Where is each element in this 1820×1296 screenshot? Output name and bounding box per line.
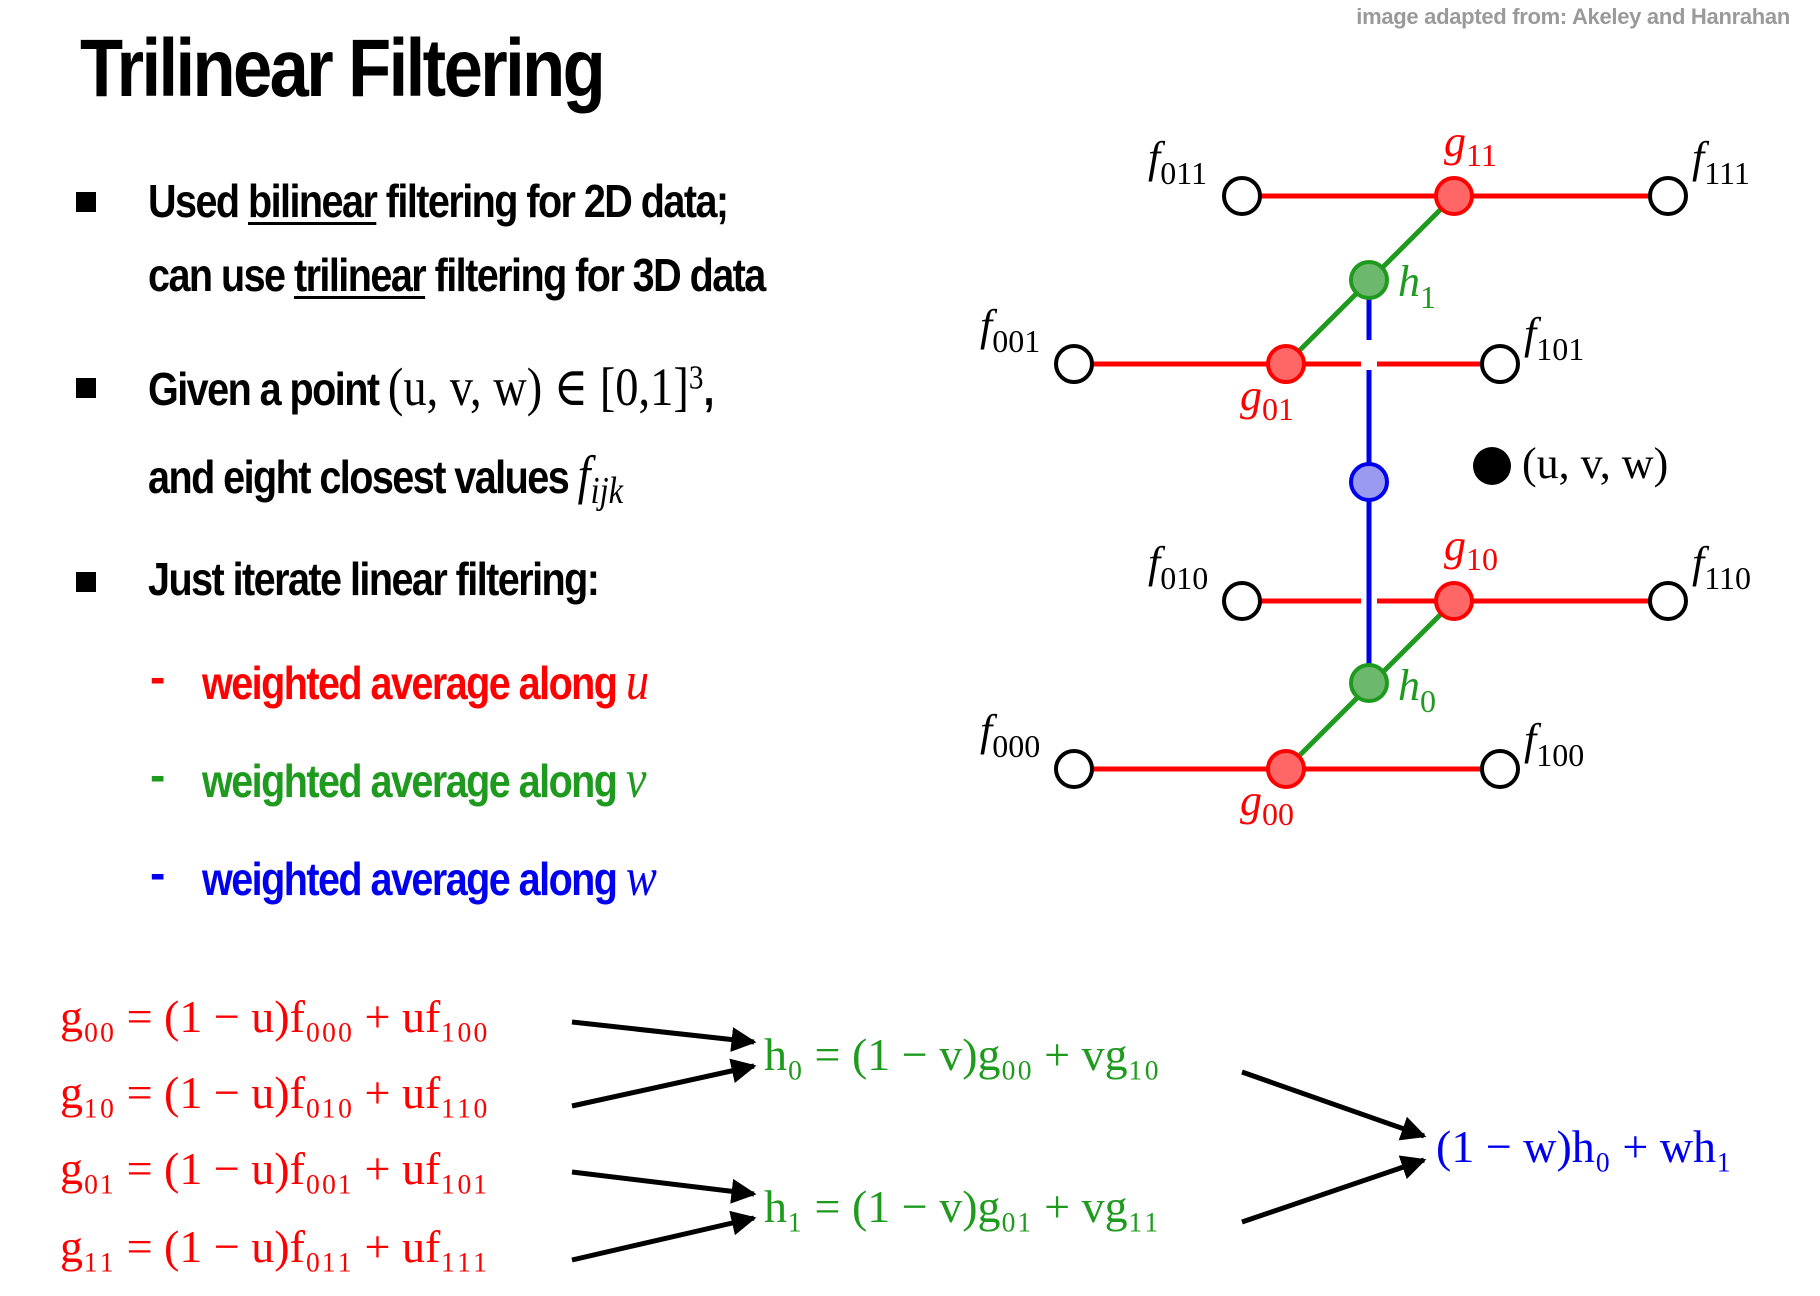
formula-h0: h₀ = (1 − v)g₀₀ + vg₁₀: [764, 1029, 1160, 1080]
label-h0: h0: [1398, 661, 1436, 719]
arrow-h1-result: [1241, 1155, 1427, 1225]
sub-item-v: weighted average along v: [202, 749, 647, 809]
node-h0: [1349, 663, 1389, 703]
node-f101: [1480, 344, 1520, 384]
node-g11: [1434, 176, 1474, 216]
formula-h1: h₁ = (1 − v)g₀₁ + vg₁₁: [764, 1181, 1160, 1232]
query-point-label: (u, v, w): [1522, 439, 1668, 488]
bullet-2-line-1: Given a point (u, v, w) ∈ [0,1]3,: [148, 357, 714, 417]
label-g11: g11: [1444, 117, 1497, 173]
label-g00: g00: [1240, 776, 1294, 832]
arrow-h0-result: [1241, 1069, 1427, 1141]
label-f001: f001: [980, 301, 1040, 359]
formula-g01: g₀₁ = (1 − u)f₀₀₁ + uf₁₀₁: [60, 1143, 488, 1194]
node-g00: [1266, 749, 1306, 789]
node-f011: [1222, 176, 1262, 216]
formula-g11: g₁₁ = (1 − u)f₀₁₁ + uf₁₁₁: [60, 1221, 488, 1272]
bullet-2-line-2: and eight closest values fijk: [148, 445, 624, 513]
label-f100: f100: [1524, 715, 1584, 773]
arrow-g00-h0: [571, 1019, 757, 1052]
label-f011: f011: [1148, 133, 1207, 191]
bullet-square: [76, 572, 96, 592]
node-g10: [1434, 581, 1474, 621]
sub-item-dash: -: [150, 749, 166, 801]
bullet-square: [76, 378, 96, 398]
label-g01: g01: [1240, 371, 1294, 427]
formula-g00: g₀₀ = (1 − u)f₀₀₀ + uf₁₀₀: [60, 991, 488, 1042]
label-h1: h1: [1398, 257, 1436, 315]
image-credit: image adapted from: Akeley and Hanrahan: [1356, 4, 1790, 29]
node-f001: [1054, 344, 1094, 384]
formula-g10: g₁₀ = (1 − u)f₀₁₀ + uf₁₁₀: [60, 1067, 488, 1118]
bullet-1-line-2: can use trilinear filtering for 3D data: [148, 249, 766, 301]
formula-result: (1 − w)h₀ + wh₁: [1436, 1121, 1732, 1172]
node-f000: [1054, 749, 1094, 789]
query-point-dot: [1473, 447, 1511, 485]
node-h1: [1349, 260, 1389, 300]
node-f100: [1480, 749, 1520, 789]
arrow-g01-h1: [571, 1169, 757, 1204]
sub-item-w: weighted average along w: [202, 847, 657, 907]
node-f111: [1648, 176, 1688, 216]
node-f110: [1648, 581, 1688, 621]
label-g10: g10: [1444, 521, 1498, 577]
arrow-g11-h1: [571, 1210, 757, 1263]
sub-item-u: weighted average along u: [202, 651, 650, 711]
sub-item-dash: -: [150, 847, 166, 899]
bullet-3-text: Just iterate linear filtering:: [148, 553, 600, 605]
node-g01: [1266, 344, 1306, 384]
page-title: Trilinear Filtering: [80, 23, 606, 114]
line-gap: [1362, 340, 1376, 370]
node-f010: [1222, 581, 1262, 621]
arrow-g10-h0: [571, 1058, 757, 1109]
bullet-1-line-1: Used bilinear filtering for 2D data;: [148, 175, 729, 227]
label-f101: f101: [1524, 309, 1584, 367]
node-w-result: [1349, 462, 1389, 502]
bullet-square: [76, 192, 96, 212]
sub-item-dash: -: [150, 651, 166, 703]
